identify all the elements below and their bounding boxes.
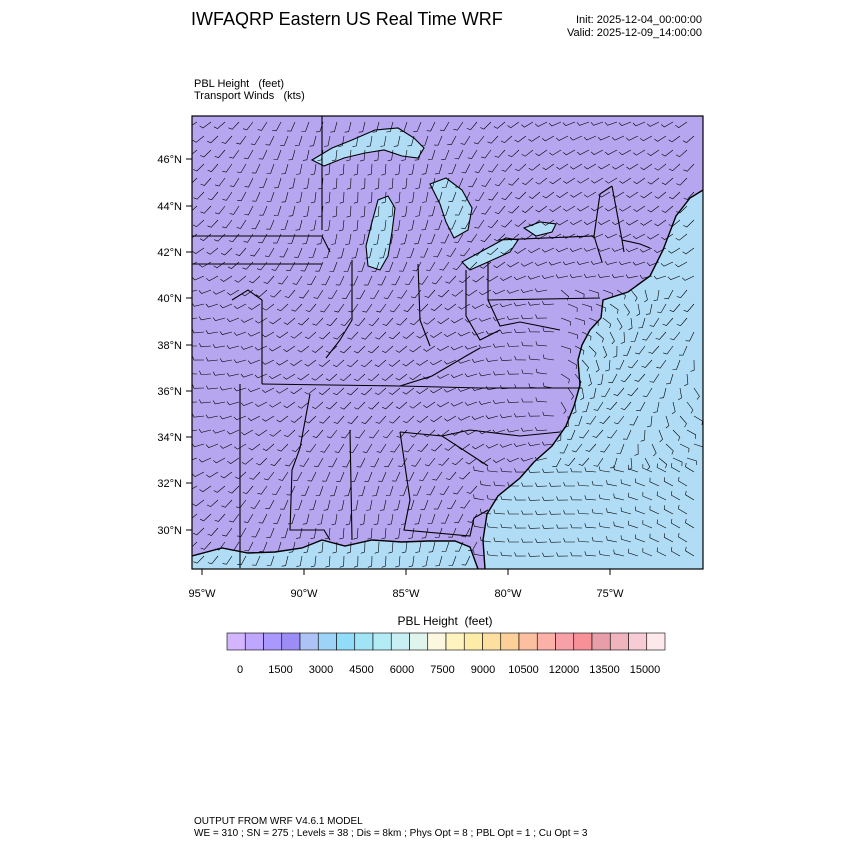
colorbar-swatch <box>263 632 283 651</box>
colorbar-label: 1500 <box>268 664 292 676</box>
colorbar-swatch <box>427 632 447 651</box>
model-info: OUTPUT FROM WRF V4.6.1 MODEL WE = 310 ; … <box>194 816 587 840</box>
lat-tick-label: 32°N <box>157 478 182 490</box>
lat-tick-label: 34°N <box>157 432 182 444</box>
colorbar-swatch <box>281 632 301 651</box>
lat-tick-label: 46°N <box>157 154 182 166</box>
field-labels: PBL Height (feet) Transport Winds (kts) <box>194 78 305 102</box>
lat-tick-label: 42°N <box>157 247 182 259</box>
colorbar-swatch <box>390 632 410 651</box>
map-frame <box>191 115 704 570</box>
colorbar-label: 0 <box>237 664 243 676</box>
colorbar-title: PBL Height (feet) <box>397 614 493 628</box>
lon-tick-label: 75°W <box>596 588 624 600</box>
colorbar-swatch <box>555 632 575 651</box>
colorbar-label: 4500 <box>349 664 373 676</box>
lat-tick-label: 36°N <box>157 386 182 398</box>
colorbar-label: 6000 <box>390 664 414 676</box>
lat-tick-label: 38°N <box>157 340 182 352</box>
colorbar-swatch <box>482 632 502 651</box>
lake-michigan <box>365 195 396 271</box>
colorbar-swatch <box>372 632 392 651</box>
lake-erie <box>461 237 519 271</box>
colorbar-swatch <box>445 632 465 651</box>
lake-superior <box>310 127 425 167</box>
lake-ontario <box>522 221 557 237</box>
colorbar: 0 1500 3000 4500 6000 7500 9000 10500 12000 13500… <box>226 632 666 676</box>
lon-tick-label: 85°W <box>392 588 420 600</box>
lat-tick-label: 30°N <box>157 525 182 537</box>
colorbar-swatch <box>409 632 429 651</box>
wind-barb-field <box>192 121 703 568</box>
run-time-info: Init: 2025-12-04_00:00:00 Valid: 2025-12… <box>567 14 702 40</box>
longitude-ticks: 95°W 90°W 85°W 80°W 75°W <box>188 569 624 600</box>
colorbar-swatch <box>354 632 374 651</box>
latitude-ticks: 46°N 44°N 42°N 40°N 38°N 36°N 34°N 32°N 30°N <box>157 154 192 537</box>
model-version: OUTPUT FROM WRF V4.6.1 MODEL <box>194 816 363 827</box>
colorbar-swatch <box>628 632 648 651</box>
state-borders <box>192 116 651 568</box>
colorbar-swatch <box>500 632 520 651</box>
colorbar-swatch <box>317 632 337 651</box>
colorbar-swatch <box>591 632 611 651</box>
colorbar-label: 13500 <box>589 664 620 676</box>
secondary-field-label: Transport Winds (kts) <box>194 90 305 102</box>
colorbar-swatch <box>646 632 666 651</box>
wind-barbs <box>192 121 703 568</box>
colorbar-label: 7500 <box>430 664 454 676</box>
lake-huron <box>429 177 473 239</box>
colorbar-swatch <box>573 632 593 651</box>
lon-tick-label: 95°W <box>188 588 216 600</box>
lon-tick-label: 90°W <box>290 588 318 600</box>
colorbar-swatch <box>299 632 319 651</box>
colorbar-swatch <box>226 632 246 651</box>
colorbar-swatch <box>244 632 264 651</box>
valid-time: Valid: 2025-12-09_14:00:00 <box>567 27 702 39</box>
colorbar-swatch <box>609 632 629 651</box>
colorbar-label: 10500 <box>508 664 539 676</box>
colorbar-label: 12000 <box>549 664 580 676</box>
plot-title: IWFAQRP Eastern US Real Time WRF <box>191 9 503 29</box>
primary-field-label: PBL Height (feet) <box>194 78 285 90</box>
colorbar-label: 15000 <box>630 664 661 676</box>
colorbar-label: 9000 <box>471 664 495 676</box>
init-time: Init: 2025-12-04_00:00:00 <box>576 14 702 26</box>
colorbar-swatch <box>463 632 483 651</box>
colorbar-label: 3000 <box>309 664 333 676</box>
colorbar-swatch <box>518 632 538 651</box>
coastline <box>192 189 703 569</box>
map-panel <box>192 116 703 569</box>
lat-tick-label: 44°N <box>157 201 182 213</box>
colorbar-swatch <box>536 632 556 651</box>
lon-tick-label: 80°W <box>494 588 522 600</box>
model-settings: WE = 310 ; SN = 275 ; Levels = 38 ; Dis … <box>194 828 588 839</box>
colorbar-swatch <box>336 632 356 651</box>
atlantic-ocean <box>483 190 703 569</box>
lat-tick-label: 40°N <box>157 293 182 305</box>
